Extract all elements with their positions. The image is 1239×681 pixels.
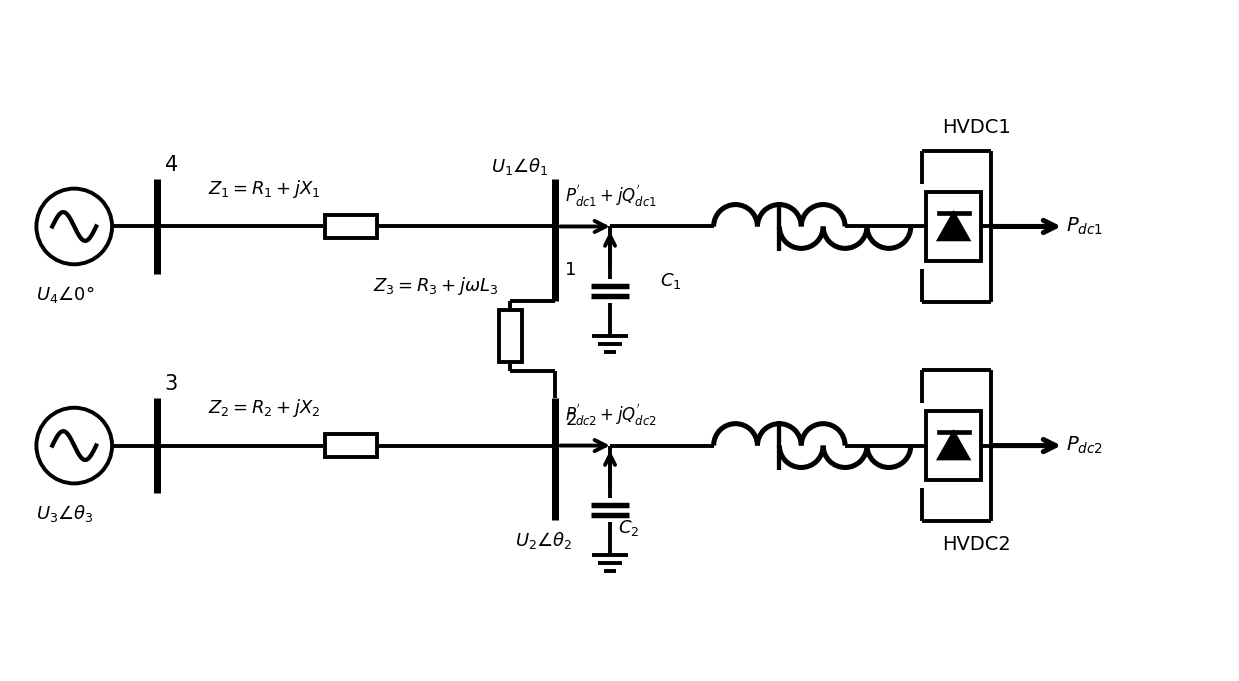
Text: $P_{dc1}^{'}+jQ_{dc1}^{'}$: $P_{dc1}^{'}+jQ_{dc1}^{'}$ — [565, 183, 657, 208]
Text: $P_{dc2}^{'}+jQ_{dc2}^{'}$: $P_{dc2}^{'}+jQ_{dc2}^{'}$ — [565, 402, 657, 428]
Text: $C_2$: $C_2$ — [618, 518, 639, 538]
Text: HVDC1: HVDC1 — [942, 118, 1011, 137]
Bar — [499, 310, 522, 362]
Text: $U_2\angle\theta_2$: $U_2\angle\theta_2$ — [514, 530, 572, 551]
Text: $Z_2=R_2+jX_2$: $Z_2=R_2+jX_2$ — [208, 396, 320, 419]
Bar — [927, 411, 981, 480]
Text: 2: 2 — [565, 411, 576, 429]
Bar — [325, 434, 377, 457]
Bar — [325, 215, 377, 238]
Text: $U_3\angle\theta_3$: $U_3\angle\theta_3$ — [36, 503, 94, 524]
Text: $Z_1=R_1+jX_1$: $Z_1=R_1+jX_1$ — [208, 178, 321, 200]
Bar — [927, 191, 981, 262]
Polygon shape — [939, 213, 969, 240]
Text: 1: 1 — [565, 262, 576, 279]
Text: $Z_3=R_3+j\omega L_3$: $Z_3=R_3+j\omega L_3$ — [373, 275, 498, 297]
Polygon shape — [939, 432, 969, 459]
Text: HVDC2: HVDC2 — [942, 535, 1011, 554]
Text: $U_1\angle\theta_1$: $U_1\angle\theta_1$ — [491, 156, 548, 176]
Text: 4: 4 — [165, 155, 178, 175]
Text: $P_{dc1}$: $P_{dc1}$ — [1067, 216, 1104, 237]
Text: 3: 3 — [165, 374, 178, 394]
Text: $P_{dc2}$: $P_{dc2}$ — [1067, 435, 1104, 456]
Text: $C_1$: $C_1$ — [660, 271, 681, 291]
Text: $U_4\angle0°$: $U_4\angle0°$ — [36, 284, 95, 305]
